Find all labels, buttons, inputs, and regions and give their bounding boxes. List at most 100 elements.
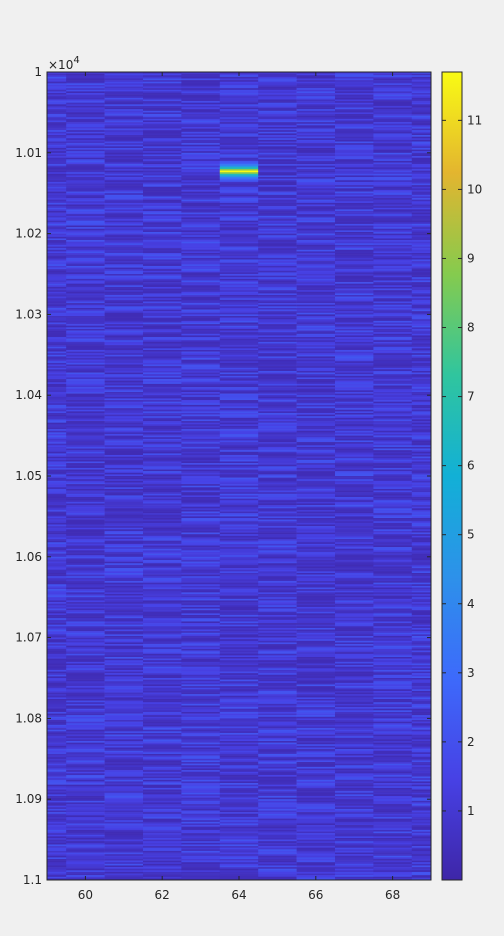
- heatmap-cell: [296, 846, 336, 848]
- heatmap-cell: [66, 128, 105, 131]
- heatmap-cell: [181, 309, 221, 312]
- heatmap-cell: [335, 385, 374, 388]
- heatmap-cell: [296, 527, 336, 530]
- heatmap-cell: [373, 438, 413, 441]
- heatmap-cell: [335, 358, 374, 360]
- heatmap-cell: [47, 862, 67, 865]
- heatmap-cell: [66, 665, 105, 667]
- heatmap-cell: [335, 345, 374, 348]
- heatmap-cell: [47, 139, 67, 142]
- heatmap-cell: [104, 655, 144, 658]
- heatmap-cell: [258, 537, 297, 540]
- heatmap-cell: [181, 345, 221, 348]
- heatmap-cell: [258, 786, 297, 789]
- heatmap-cell: [335, 128, 374, 131]
- heatmap-cell: [47, 623, 67, 625]
- heatmap-cell: [66, 686, 105, 688]
- heatmap-cell: [258, 684, 297, 687]
- heatmap-cell: [335, 773, 374, 776]
- heatmap-cell: [143, 627, 182, 630]
- heatmap-cell: [258, 702, 297, 705]
- heatmap-cell: [373, 112, 413, 115]
- heatmap-cell: [47, 120, 67, 123]
- heatmap-cell: [219, 747, 259, 750]
- heatmap-cell: [104, 831, 144, 834]
- heatmap-cell: [66, 354, 105, 357]
- heatmap-cell: [47, 773, 67, 776]
- heatmap-cell: [335, 511, 374, 514]
- heatmap-cell: [66, 648, 105, 651]
- heatmap-cell: [104, 141, 144, 144]
- heatmap-cell: [219, 202, 259, 205]
- heatmap-cell: [335, 650, 374, 653]
- heatmap-cell: [219, 852, 259, 855]
- heatmap-cell: [143, 241, 182, 244]
- heatmap-cell: [181, 215, 221, 218]
- heatmap-cell: [296, 256, 336, 259]
- heatmap-cell: [258, 479, 297, 482]
- heatmap-cell: [47, 650, 67, 653]
- heatmap-cell: [104, 118, 144, 121]
- heatmap-cell: [104, 579, 144, 582]
- heatmap-cell: [373, 732, 413, 735]
- heatmap-cell: [335, 820, 374, 823]
- heatmap-cell: [47, 621, 67, 624]
- heatmap-cell: [258, 844, 297, 847]
- heatmap-cell: [335, 547, 374, 550]
- heatmap-cell: [296, 500, 336, 503]
- heatmap-cell: [373, 634, 413, 637]
- heatmap-cell: [181, 267, 221, 270]
- heatmap-cell: [373, 424, 413, 427]
- heatmap-cell: [143, 370, 182, 373]
- heatmap-cell: [47, 356, 67, 359]
- heatmap-cell: [143, 144, 182, 147]
- heatmap-cell: [373, 511, 413, 514]
- heatmap-cell: [296, 850, 336, 853]
- heatmap-cell: [181, 206, 221, 209]
- heatmap-cell: [219, 328, 259, 331]
- heatmap-cell: [219, 88, 259, 91]
- heatmap-cell: [104, 844, 144, 847]
- heatmap-cell: [258, 776, 297, 779]
- heatmap-cell: [296, 193, 336, 196]
- heatmap-cell: [181, 456, 221, 459]
- heatmap-cell: [296, 705, 336, 708]
- heatmap-cell: [104, 854, 144, 857]
- heatmap-cell: [143, 189, 182, 192]
- heatmap-cell: [219, 168, 259, 171]
- heatmap-cell: [296, 839, 336, 842]
- heatmap-cell: [373, 141, 413, 144]
- heatmap-cell: [258, 338, 297, 341]
- heatmap-cell: [258, 432, 297, 435]
- heatmap-cell: [181, 225, 221, 228]
- heatmap-cell: [373, 257, 413, 260]
- heatmap-cell: [104, 283, 144, 286]
- heatmap-cell: [373, 128, 413, 131]
- heatmap-cell: [181, 784, 221, 787]
- heatmap-cell: [47, 454, 67, 457]
- heatmap-cell: [335, 367, 374, 370]
- heatmap-cell: [47, 545, 67, 548]
- heatmap-cell: [66, 408, 105, 411]
- heatmap-cell: [143, 506, 182, 509]
- heatmap-cell: [66, 372, 105, 375]
- heatmap-cell: [181, 241, 221, 244]
- heatmap-cell: [143, 316, 182, 318]
- heatmap-cell: [104, 404, 144, 407]
- heatmap-cell: [181, 435, 221, 438]
- heatmap-cell: [143, 857, 182, 860]
- heatmap-cell: [143, 115, 182, 118]
- heatmap-cell: [181, 705, 221, 708]
- heatmap-cell: [66, 154, 105, 157]
- heatmap-cell: [296, 579, 336, 582]
- heatmap-cell: [219, 422, 259, 425]
- heatmap-cell: [47, 644, 67, 646]
- heatmap-cell: [143, 199, 182, 202]
- heatmap-cell: [66, 666, 105, 669]
- heatmap-cell: [47, 752, 67, 755]
- heatmap-cell: [219, 774, 259, 777]
- heatmap-cell: [219, 409, 259, 412]
- heatmap-cell: [335, 786, 374, 789]
- heatmap-cell: [181, 846, 221, 848]
- heatmap-cell: [296, 833, 336, 836]
